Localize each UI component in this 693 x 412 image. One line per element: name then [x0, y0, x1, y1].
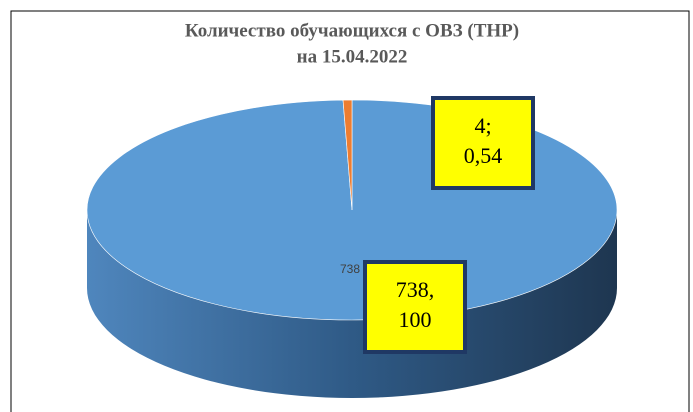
- chart-title: на 15.04.2022: [297, 46, 408, 67]
- inner-value: 738: [340, 262, 360, 276]
- data-label: 100: [399, 307, 432, 332]
- data-label: 738,: [396, 277, 435, 302]
- data-label: 0,54: [464, 143, 503, 168]
- chart-title: Количество обучающихся с ОВЗ (ТНР): [185, 20, 519, 41]
- slice-side: [87, 210, 617, 398]
- data-label-box: [431, 96, 535, 190]
- slice: [342, 99, 353, 211]
- data-label: 4;: [474, 113, 491, 138]
- data-label-box: [363, 260, 467, 354]
